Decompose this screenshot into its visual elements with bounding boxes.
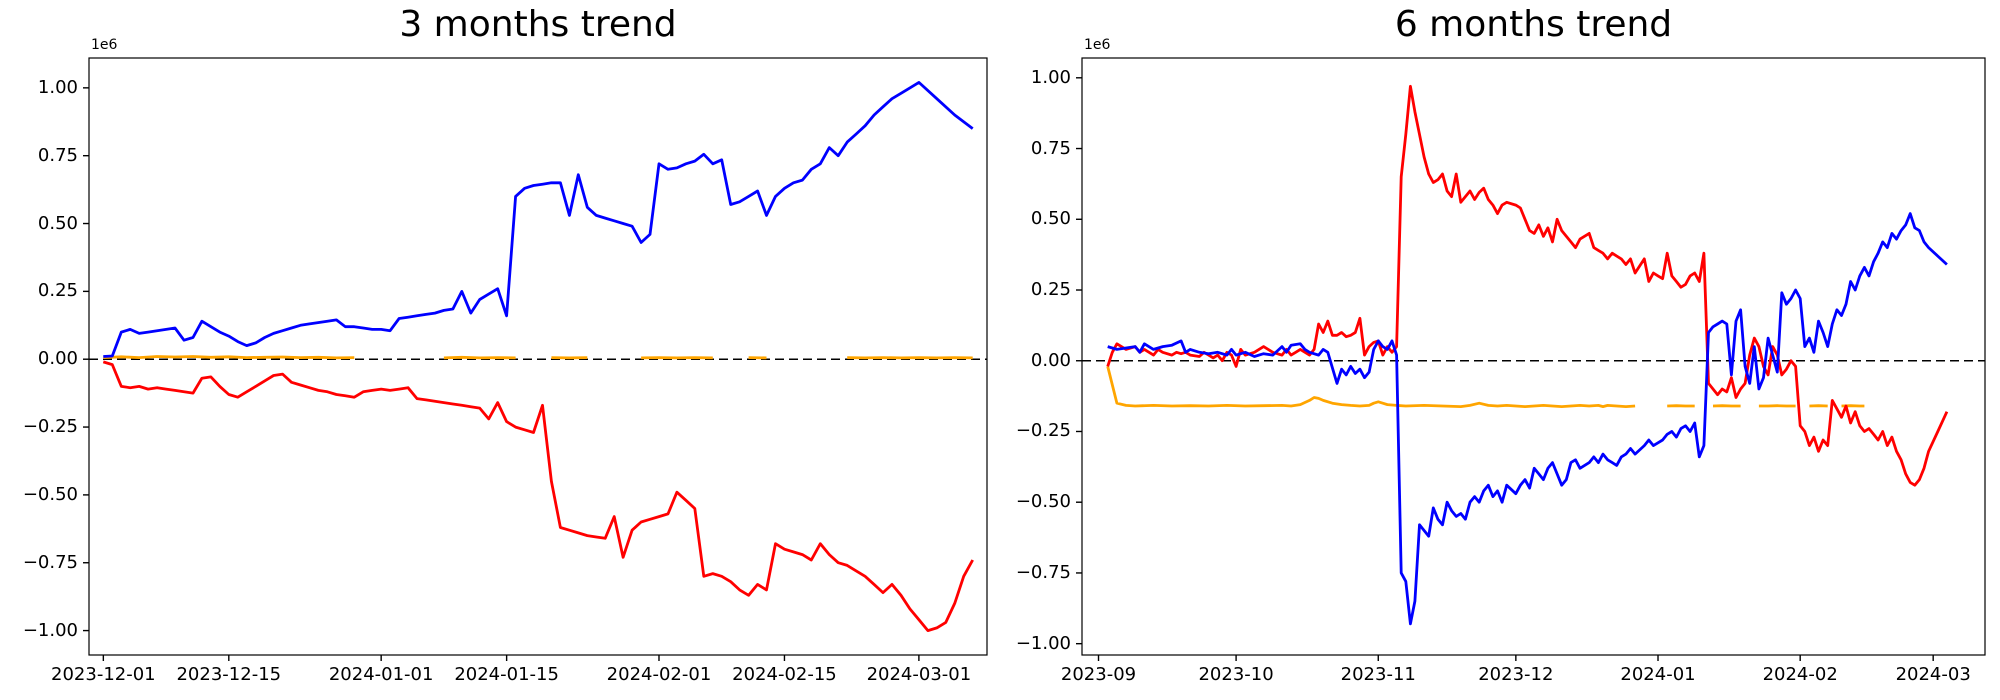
y-tick-label: 1.00 [1030, 66, 1071, 88]
x-tick-label: 2024-02-15 [732, 664, 837, 685]
plot-area [1076, 57, 1986, 661]
y-tick-label: 0.00 [37, 348, 78, 370]
y-tick-label: −1.00 [22, 619, 78, 641]
axes-box [1081, 57, 1986, 656]
x-tick-label: 2023-12-01 [51, 664, 156, 685]
chart-title: 6 months trend [1394, 4, 1673, 45]
chart-3-months-trend: 3 months trend 1e6 1.00 0.75 0.50 0.25 0.00 −… [22, 4, 988, 685]
y-tick-label: 0.25 [37, 280, 78, 302]
y-tick-label: 0.50 [1030, 208, 1071, 230]
x-tick-label: 2024-03-01 [866, 664, 972, 685]
y-tick-label: 0.75 [1030, 137, 1071, 159]
y-tick-label: 0.25 [1030, 279, 1071, 300]
x-tick-label: 2024-02-01 [606, 664, 712, 685]
y-tick-label: −1.00 [1015, 632, 1071, 654]
x-tick-label: 2023-09 [1060, 664, 1137, 685]
y-tick-label: 0.75 [37, 144, 78, 166]
chart-6-months-trend: 6 months trend 1e6 1.00 0.75 0.50 0.25 0.00 −… [1000, 0, 2000, 700]
y-tick-label: −0.50 [1015, 491, 1071, 513]
y-tick-label: 0.50 [37, 212, 78, 234]
y-tick-label: −0.75 [22, 551, 78, 573]
blue-series [103, 80, 974, 358]
x-tick-label: 2024-01 [1620, 664, 1696, 685]
orange-series [443, 355, 516, 360]
y-tick-label: −0.25 [1015, 420, 1071, 442]
y-tick-label: 1.00 [37, 76, 78, 98]
red-series [102, 360, 974, 632]
y-axis-scale-label: 1e6 [1084, 37, 1111, 53]
x-tick-label: 2024-02 [1762, 664, 1838, 685]
orange-series [103, 355, 355, 360]
y-tick-label: −0.25 [22, 416, 78, 438]
x-tick-label: 2023-12-15 [176, 664, 282, 685]
y-tick-label: −0.75 [1015, 561, 1071, 583]
red-series [1106, 84, 1949, 487]
y-tick-label: −0.50 [22, 483, 78, 505]
x-tick-label: 2024-03 [1895, 664, 1971, 685]
chart-title: 3 months trend [399, 4, 677, 45]
blue-series [1107, 212, 1948, 626]
x-tick-label: 2023-10 [1198, 664, 1274, 685]
axes-box [88, 57, 988, 656]
x-tick-label: 2024-01-15 [454, 664, 559, 685]
x-tick-label: 2024-01-01 [328, 664, 434, 685]
orange-series [1106, 366, 1636, 409]
x-tick-label: 2023-12 [1478, 664, 1554, 685]
y-axis-scale-label: 1e6 [91, 37, 118, 53]
plot-area [83, 57, 988, 661]
y-tick-label: 0.00 [1030, 349, 1071, 371]
x-tick-label: 2023-11 [1340, 664, 1416, 685]
